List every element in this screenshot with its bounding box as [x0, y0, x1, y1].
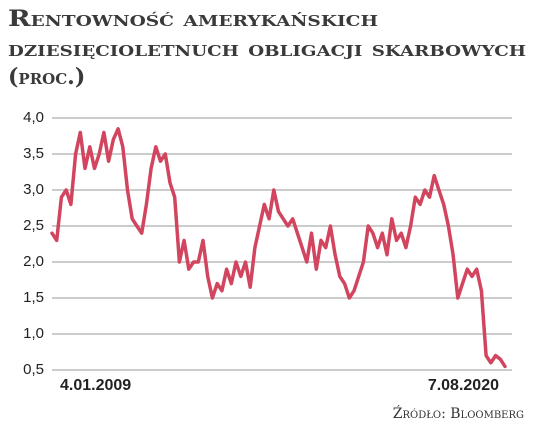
- y-tick-label: 3,0: [23, 181, 44, 198]
- source: Źródło: Bloomberg: [393, 404, 524, 422]
- y-tick-label: 3,5: [23, 145, 44, 162]
- y-tick-label: 2,0: [23, 253, 44, 270]
- y-tick-label: 1,5: [23, 289, 44, 306]
- x-tick-label: 4.01.2009: [60, 377, 131, 394]
- line: [50, 127, 507, 369]
- y-tick-label: 2,5: [23, 217, 44, 234]
- y-tick-label: 4,0: [23, 109, 44, 126]
- chart-title: (proc.): [8, 64, 85, 90]
- chart-title: dziesięcioletnuch obligacji skarbowych: [8, 36, 526, 62]
- y-tick-label: 1,0: [23, 325, 44, 342]
- x-tick-label: 7.08.2020: [428, 377, 499, 394]
- y-tick-label: 0,5: [23, 361, 44, 378]
- chart-title: Rentowność amerykańskich: [8, 6, 378, 32]
